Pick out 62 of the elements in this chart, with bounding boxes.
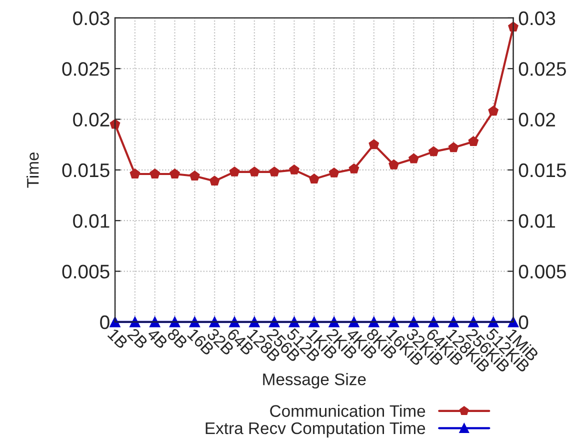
point bbox=[249, 316, 260, 328]
point bbox=[448, 316, 459, 328]
point bbox=[130, 316, 140, 328]
y-tick-label: 0.005 bbox=[62, 264, 110, 279]
point bbox=[488, 316, 499, 328]
point bbox=[130, 168, 140, 178]
x-tick-label: 4B bbox=[146, 327, 168, 350]
point bbox=[308, 316, 320, 328]
point bbox=[468, 136, 479, 146]
y-tick-label: 0 bbox=[100, 315, 110, 330]
y2-tick-label: 0.01 bbox=[518, 214, 556, 228]
point bbox=[150, 168, 160, 178]
y2-tick-label: 0 bbox=[518, 315, 528, 330]
point bbox=[209, 316, 220, 328]
y-tick-label: 0.015 bbox=[62, 163, 110, 178]
point bbox=[328, 316, 340, 328]
x-axis-title: Message Size bbox=[263, 373, 366, 389]
point bbox=[428, 316, 439, 328]
point bbox=[110, 316, 120, 328]
point bbox=[368, 316, 380, 328]
point bbox=[448, 142, 459, 152]
y2-tick-label: 0.005 bbox=[518, 264, 566, 279]
point bbox=[189, 316, 200, 328]
point bbox=[408, 153, 419, 164]
point bbox=[328, 168, 340, 178]
y2-tick-label: 0.025 bbox=[518, 62, 566, 76]
point bbox=[190, 170, 200, 180]
point bbox=[488, 106, 498, 116]
point bbox=[169, 316, 180, 328]
x-tick-label: 2B bbox=[126, 328, 148, 350]
point bbox=[269, 166, 280, 176]
y-tick-label: 0.02 bbox=[73, 112, 110, 127]
point bbox=[388, 159, 399, 170]
point bbox=[408, 316, 420, 328]
y-tick-label: 0.01 bbox=[73, 214, 110, 228]
y-axis-title: Time bbox=[26, 152, 39, 188]
point bbox=[368, 139, 380, 150]
point bbox=[268, 316, 280, 328]
point bbox=[149, 316, 160, 328]
y2-tick-label: 0.03 bbox=[518, 11, 556, 26]
y-tick-label: 0.03 bbox=[73, 11, 110, 26]
point bbox=[309, 174, 320, 184]
legend-label: Communication Time bbox=[270, 404, 426, 417]
x-tick-label: 1B bbox=[107, 328, 128, 350]
y2-tick-label: 0.015 bbox=[518, 163, 566, 178]
point bbox=[468, 316, 479, 328]
point bbox=[388, 316, 400, 328]
point bbox=[229, 166, 240, 176]
point bbox=[249, 166, 260, 176]
point bbox=[348, 316, 360, 328]
x-tick-label: 8B bbox=[166, 328, 188, 350]
point bbox=[229, 316, 240, 328]
legend-label: Extra Recv Computation Time bbox=[206, 422, 426, 438]
point bbox=[209, 176, 220, 186]
point bbox=[170, 168, 180, 178]
point bbox=[289, 164, 300, 174]
point bbox=[348, 164, 360, 174]
y2-tick-label: 0.02 bbox=[518, 112, 555, 127]
point bbox=[428, 146, 439, 156]
y-tick-label: 0.025 bbox=[62, 62, 110, 76]
point bbox=[288, 316, 300, 328]
point bbox=[508, 316, 519, 328]
